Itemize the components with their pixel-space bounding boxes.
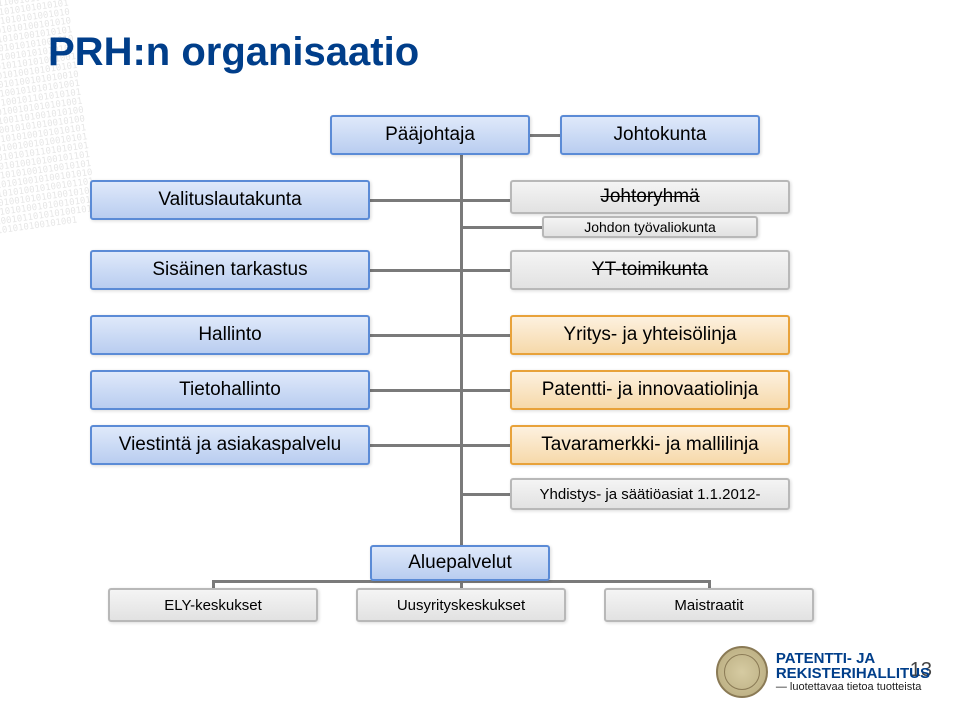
node-yt-label: YT-toimikunta <box>592 259 708 281</box>
node-patentti-label: Patentti- ja innovaatiolinja <box>542 379 759 401</box>
edge-bottom-drop-2 <box>708 580 711 588</box>
node-yhdistys: Yhdistys- ja säätiöasiat 1.1.2012- <box>510 478 790 510</box>
node-patentti: Patentti- ja innovaatiolinja <box>510 370 790 410</box>
edge-1 <box>370 269 510 272</box>
node-uusyritys: Uusyrityskeskukset <box>356 588 566 622</box>
edge-0 <box>370 199 510 202</box>
edge-5 <box>460 493 510 496</box>
node-maistraatit-label: Maistraatit <box>674 597 743 614</box>
page-title: PRH:n organisaatio <box>48 30 419 75</box>
node-ely-label: ELY-keskukset <box>164 597 262 614</box>
footer-logo: PATENTTI- JA REKISTERIHALLITUS — luotett… <box>716 646 930 698</box>
node-maistraatit: Maistraatit <box>604 588 814 622</box>
node-sisainen: Sisäinen tarkastus <box>90 250 370 290</box>
node-tavaramerkki-label: Tavaramerkki- ja mallilinja <box>541 434 759 456</box>
footer-brand2: REKISTERIHALLITUS <box>776 666 930 681</box>
node-aluepalvelut: Aluepalvelut <box>370 545 550 581</box>
node-hallinto-label: Hallinto <box>198 324 261 346</box>
footer-tagline: — luotettavaa tietoa tuotteista <box>776 681 930 693</box>
seal-icon <box>716 646 768 698</box>
edge-4 <box>370 444 510 447</box>
node-tietohallinto: Tietohallinto <box>90 370 370 410</box>
node-johtokunta: Johtokunta <box>560 115 760 155</box>
node-yritys: Yritys- ja yhteisölinja <box>510 315 790 355</box>
node-tavaramerkki: Tavaramerkki- ja mallilinja <box>510 425 790 465</box>
node-tietohallinto-label: Tietohallinto <box>179 379 281 401</box>
org-trunk <box>460 155 463 560</box>
edge-3 <box>370 389 510 392</box>
node-yhdistys-label: Yhdistys- ja säätiöasiat 1.1.2012- <box>540 486 761 503</box>
edge-bottom-drop-1 <box>460 580 463 588</box>
edge-bottom-drop-0 <box>212 580 215 588</box>
node-uusyritys-label: Uusyrityskeskukset <box>397 597 525 614</box>
node-johtoryhma: Johtoryhmä <box>510 180 790 214</box>
node-aluepalvelut-label: Aluepalvelut <box>408 552 512 574</box>
node-hallinto: Hallinto <box>90 315 370 355</box>
node-valituslautakunta: Valituslautakunta <box>90 180 370 220</box>
node-paajohtaja-label: Pääjohtaja <box>385 124 475 146</box>
footer-brand1: PATENTTI- JA <box>776 651 930 666</box>
edge-6 <box>460 226 542 229</box>
edge-johtokunta <box>530 134 560 137</box>
node-johtoryhma-label: Johtoryhmä <box>600 186 699 208</box>
node-viestinta: Viestintä ja asiakaspalvelu <box>90 425 370 465</box>
node-johtokunta-label: Johtokunta <box>614 124 707 146</box>
node-viestinta-label: Viestintä ja asiakaspalvelu <box>119 434 342 456</box>
node-ely: ELY-keskukset <box>108 588 318 622</box>
node-valituslautakunta-label: Valituslautakunta <box>158 189 301 211</box>
node-johdon-label: Johdon työvaliokunta <box>584 219 716 235</box>
node-yt: YT-toimikunta <box>510 250 790 290</box>
edge-2 <box>370 334 510 337</box>
node-yritys-label: Yritys- ja yhteisölinja <box>563 324 736 346</box>
node-johdon: Johdon työvaliokunta <box>542 216 758 238</box>
node-paajohtaja: Pääjohtaja <box>330 115 530 155</box>
node-sisainen-label: Sisäinen tarkastus <box>152 259 307 281</box>
